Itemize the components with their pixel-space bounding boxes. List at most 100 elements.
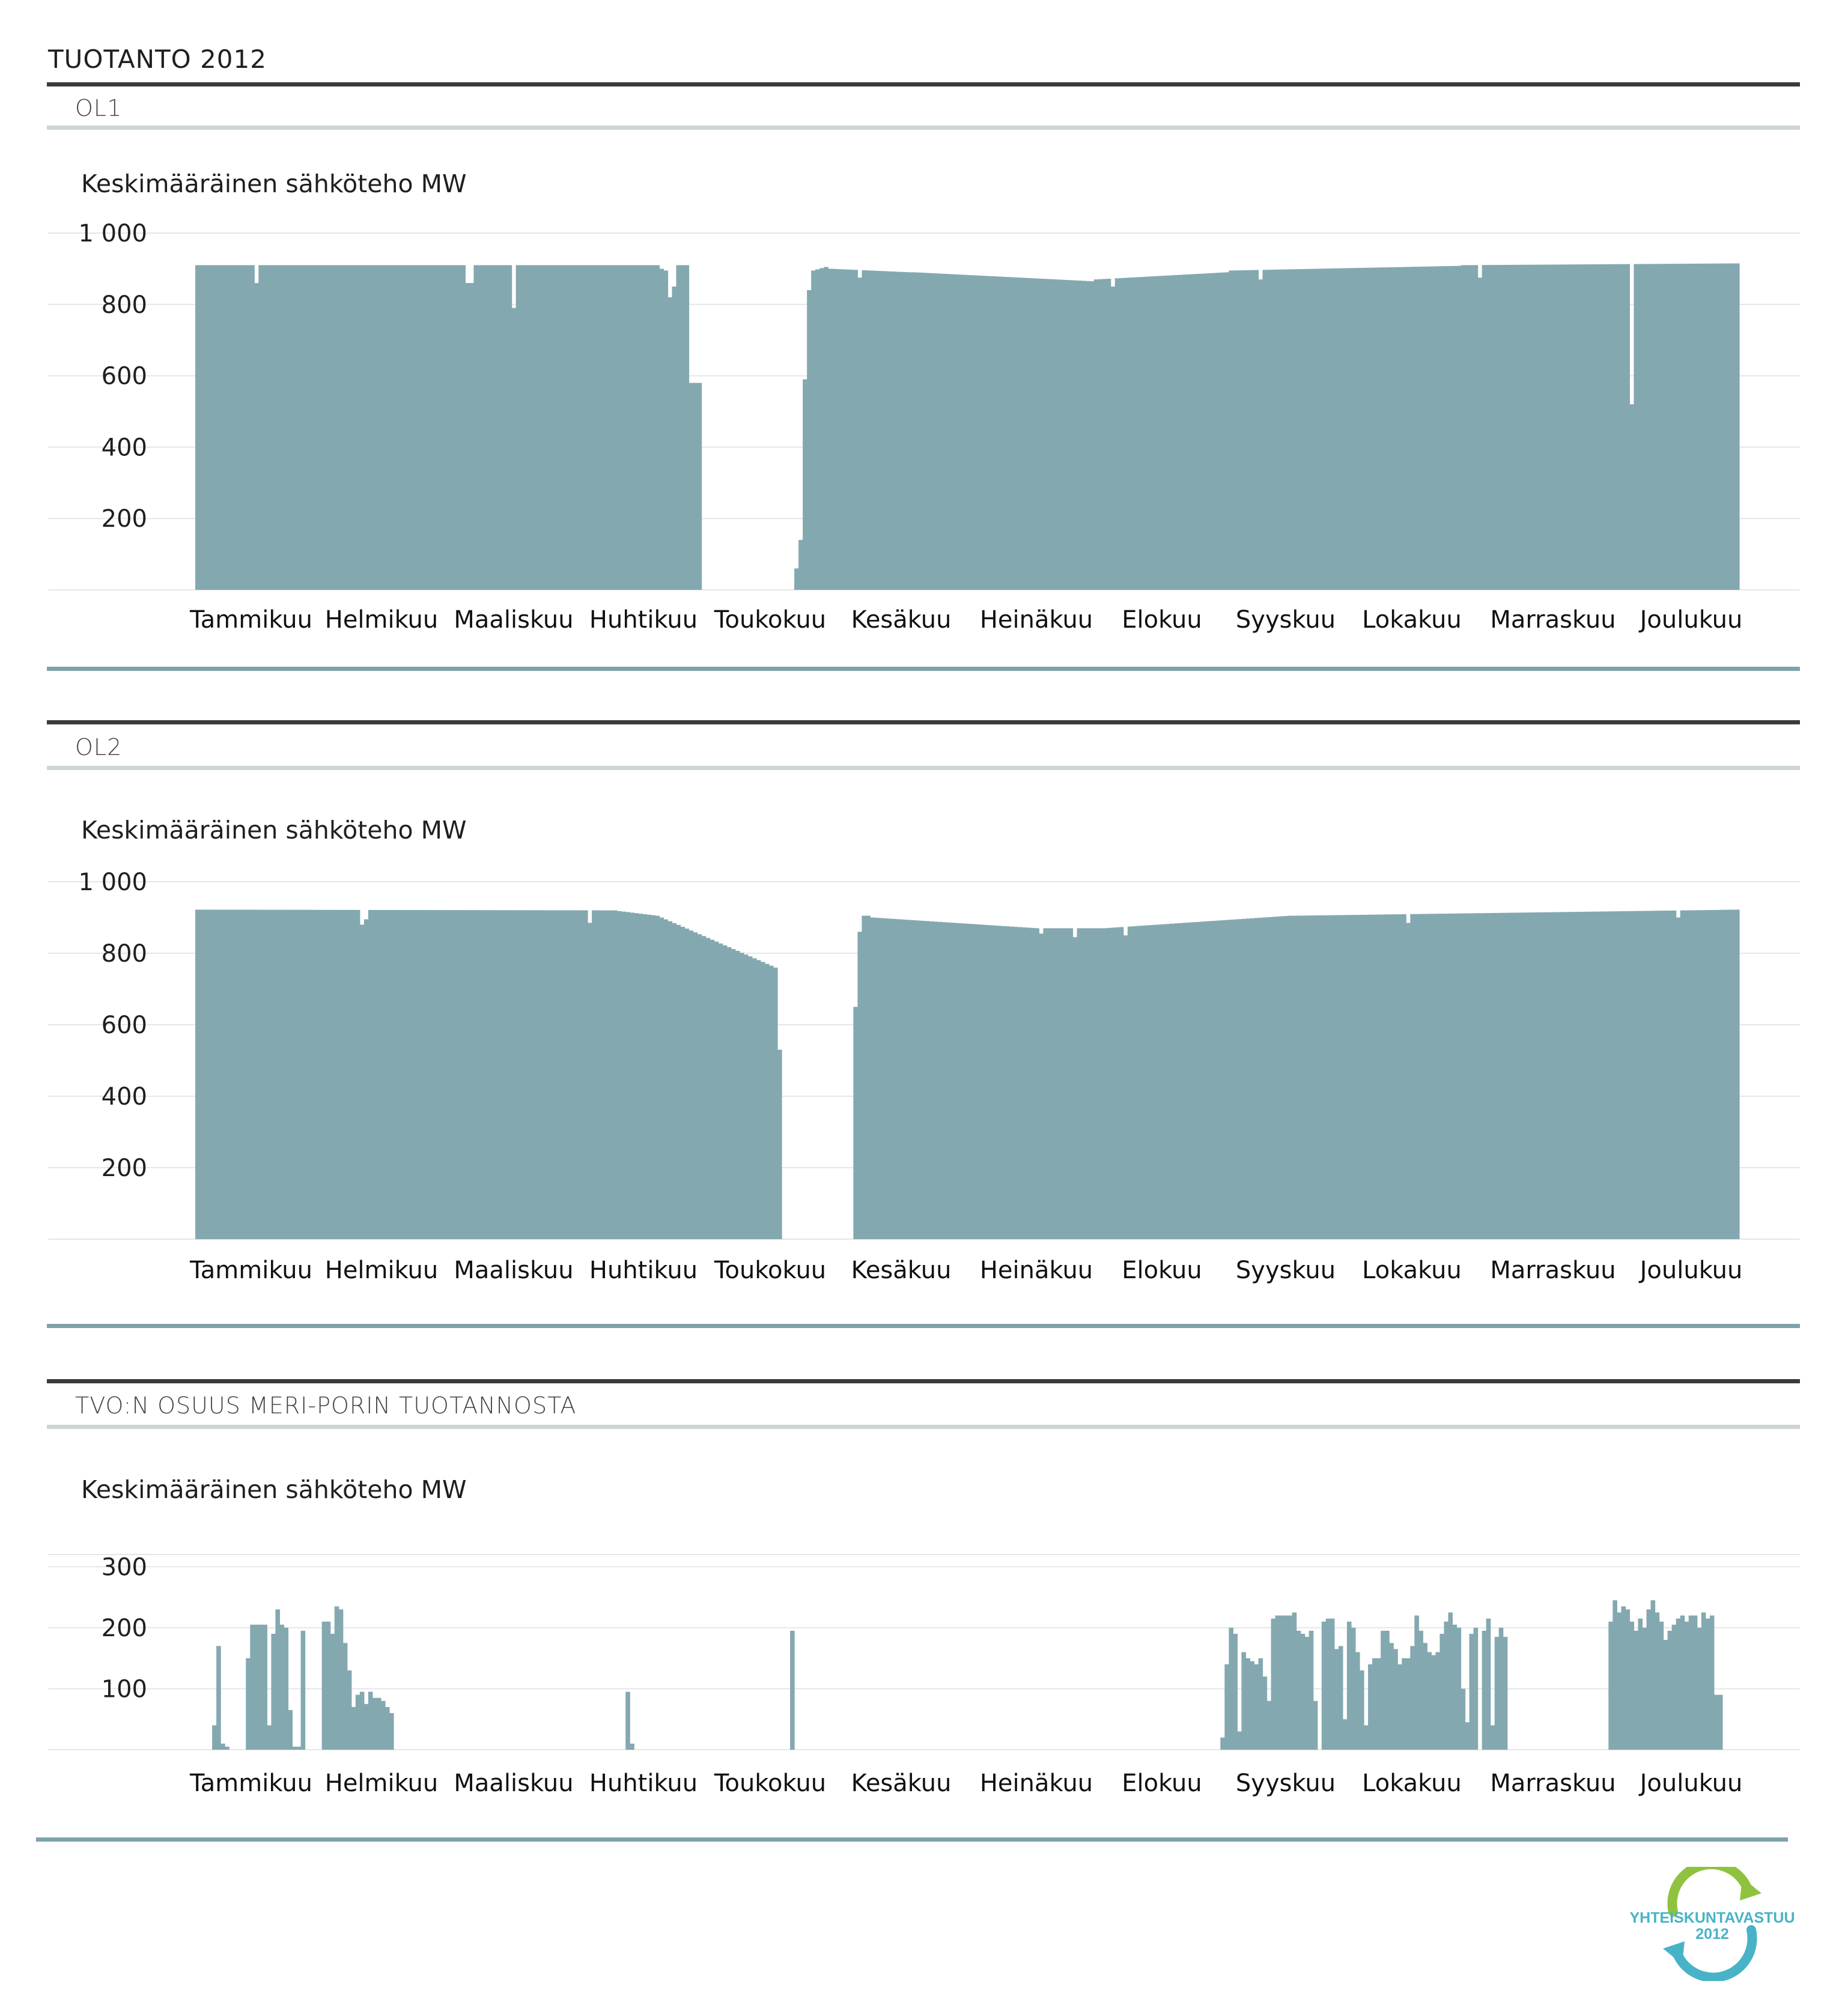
- bar: [579, 265, 584, 590]
- logo-text-yhteiskuntavastuu: YHTEISKUNTAVASTUU: [1630, 1909, 1795, 1926]
- bar: [334, 265, 339, 590]
- bar: [330, 265, 335, 590]
- bar: [258, 265, 263, 590]
- bar: [997, 926, 1002, 1239]
- bar: [1093, 279, 1099, 590]
- bar: [562, 265, 567, 590]
- bar: [1697, 1627, 1702, 1750]
- bar: [330, 909, 335, 1239]
- bar: [883, 918, 888, 1239]
- bar: [536, 265, 542, 590]
- bar: [292, 265, 297, 590]
- bar: [672, 287, 677, 590]
- bar: [389, 1713, 394, 1750]
- bar: [532, 910, 538, 1239]
- bar: [726, 947, 732, 1239]
- bar: [1591, 264, 1596, 590]
- bar: [1110, 927, 1116, 1239]
- bar: [1283, 916, 1289, 1239]
- bar: [1435, 266, 1441, 590]
- bar: [1418, 1630, 1423, 1750]
- bar: [317, 909, 323, 1239]
- logo-arc-green: [1667, 1867, 1753, 1917]
- bar: [1718, 263, 1723, 590]
- bar: [667, 297, 673, 590]
- bar: [1119, 927, 1124, 1239]
- bar: [267, 1725, 272, 1750]
- bar: [1174, 923, 1179, 1239]
- bar: [1650, 264, 1656, 590]
- bar: [1166, 275, 1170, 590]
- bar: [684, 265, 690, 590]
- bar: [1317, 915, 1322, 1239]
- bar: [705, 938, 711, 1239]
- x-tick-label: Huhtikuu: [589, 1257, 698, 1284]
- bar: [1148, 276, 1153, 590]
- bar: [1427, 914, 1432, 1239]
- bar: [630, 1743, 634, 1750]
- bar: [1047, 279, 1053, 590]
- bar: [1022, 927, 1027, 1239]
- bar: [642, 265, 647, 590]
- bar: [1418, 266, 1423, 590]
- bar: [862, 915, 867, 1239]
- bar: [1254, 270, 1259, 590]
- bar: [372, 265, 377, 590]
- bar: [1701, 263, 1706, 590]
- bar: [376, 1697, 381, 1750]
- bar: [941, 273, 947, 590]
- bar: [486, 265, 491, 590]
- bar: [697, 934, 702, 1239]
- bar: [220, 1743, 225, 1750]
- bar: [1064, 928, 1069, 1239]
- bar: [1646, 911, 1652, 1239]
- bar: [1482, 1630, 1487, 1750]
- bar: [1241, 918, 1247, 1239]
- bar: [1634, 911, 1639, 1239]
- bar: [1697, 263, 1702, 590]
- bar: [229, 265, 234, 590]
- bar: [630, 265, 634, 590]
- bar: [1482, 913, 1487, 1239]
- bar: [899, 919, 905, 1239]
- bar: [1123, 278, 1128, 590]
- bar: [1385, 1630, 1390, 1750]
- bar: [1684, 1621, 1689, 1750]
- x-tick-label: Lokakuu: [1362, 606, 1462, 634]
- bar: [642, 914, 647, 1239]
- bar: [415, 265, 419, 590]
- bar: [1325, 268, 1331, 590]
- bar: [263, 909, 267, 1239]
- bar: [710, 939, 715, 1239]
- bar: [895, 271, 901, 590]
- bar: [1381, 267, 1385, 590]
- bar: [457, 265, 461, 590]
- bar: [1709, 909, 1715, 1239]
- bar: [1199, 273, 1204, 590]
- bar: [1507, 912, 1512, 1239]
- x-tick-label: Maaliskuu: [454, 1770, 573, 1797]
- bar: [933, 273, 938, 590]
- bar: [1313, 1700, 1318, 1750]
- x-tick-label: Tammikuu: [189, 1770, 312, 1797]
- panel-bottom-rule-ol2: [47, 1324, 1800, 1328]
- bar: [588, 923, 592, 1239]
- bar: [1402, 267, 1406, 590]
- bar: [1444, 266, 1449, 590]
- bar: [1342, 915, 1348, 1239]
- bar: [1127, 926, 1132, 1239]
- x-tick-label: Heinäkuu: [980, 1257, 1093, 1284]
- bar: [1503, 912, 1508, 1239]
- bar: [1355, 1652, 1360, 1750]
- bar: [655, 265, 660, 590]
- bar: [1444, 1621, 1449, 1750]
- x-tick-label: Huhtikuu: [589, 606, 698, 634]
- bar: [777, 1049, 782, 1239]
- bar: [941, 922, 947, 1239]
- bar: [1629, 404, 1635, 590]
- bar: [613, 265, 618, 590]
- bar: [625, 1691, 630, 1750]
- bar: [195, 265, 200, 590]
- bar: [1494, 912, 1500, 1239]
- x-tick-label: Elokuu: [1122, 606, 1202, 634]
